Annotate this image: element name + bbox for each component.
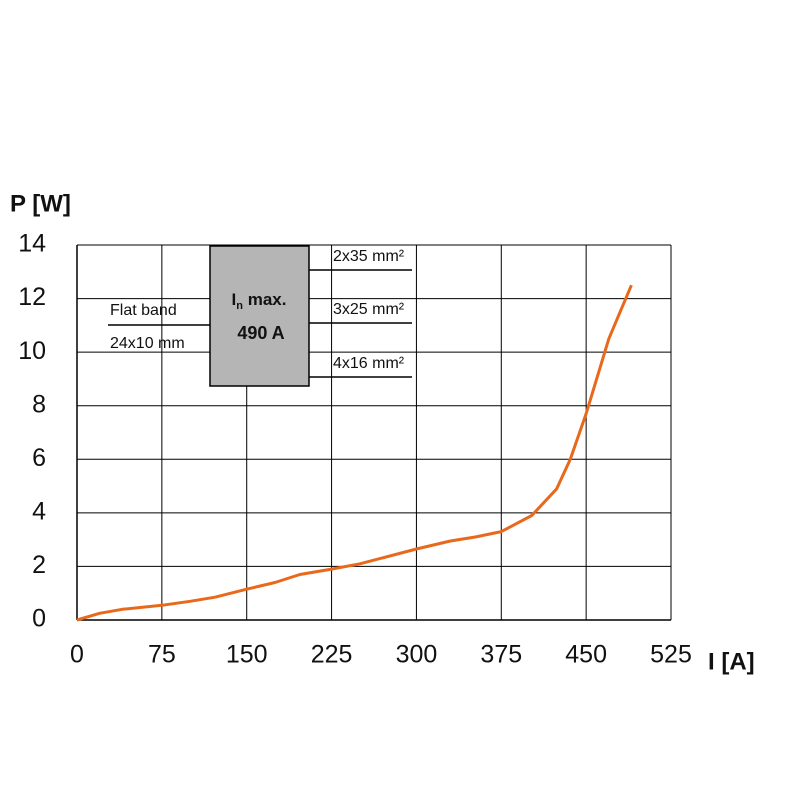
y-tick-label: 4 bbox=[32, 497, 46, 525]
box-label-part: n bbox=[236, 300, 243, 312]
x-tick-label: 375 bbox=[480, 641, 522, 669]
y-tick-label: 0 bbox=[32, 605, 46, 633]
inset: In max. 490 A Flat band 24x10 mm 2x35 mm² 3x2… bbox=[108, 245, 412, 387]
x-tick-label: 450 bbox=[565, 641, 607, 669]
box-label: In max. bbox=[232, 290, 287, 311]
x-tick-label: 300 bbox=[396, 641, 438, 669]
y-axis-label: P [W] bbox=[10, 190, 71, 217]
y-tick-label: 12 bbox=[18, 283, 46, 311]
y-tick-label: 8 bbox=[32, 390, 46, 418]
x-tick-label: 525 bbox=[650, 641, 692, 669]
data-line bbox=[76, 284, 633, 622]
inset-label: 4x16 mm² bbox=[333, 355, 405, 372]
y-tick-label: 2 bbox=[32, 551, 46, 579]
inset-label: 3x25 mm² bbox=[333, 301, 405, 318]
inset-label: Flat band bbox=[110, 302, 177, 319]
x-tick-label: 225 bbox=[311, 641, 353, 669]
inset-label: 2x35 mm² bbox=[333, 248, 405, 265]
box-label-part: I bbox=[232, 290, 237, 309]
x-tick-label: 150 bbox=[226, 641, 268, 669]
x-tick-label: 75 bbox=[148, 641, 176, 669]
x-tick-label: 0 bbox=[70, 641, 84, 669]
box-value: 490 A bbox=[237, 323, 284, 343]
y-tick-label: 6 bbox=[32, 444, 46, 472]
inset-box bbox=[209, 245, 310, 387]
x-axis-label: I [A] bbox=[708, 648, 755, 675]
inset-label: 24x10 mm bbox=[110, 335, 185, 352]
y-tick-label: 14 bbox=[18, 230, 46, 258]
box-label-part: max. bbox=[243, 290, 286, 309]
y-tick-label: 10 bbox=[18, 337, 46, 365]
